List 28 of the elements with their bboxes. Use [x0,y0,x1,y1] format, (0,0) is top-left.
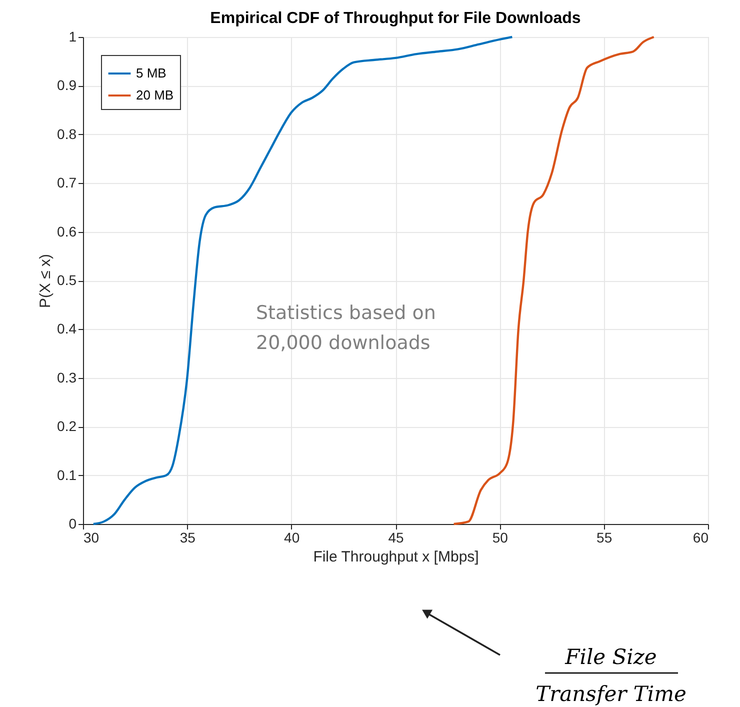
x-tick-label: 60 [692,530,709,546]
y-tick-label: 0.7 [57,174,77,191]
x-tick-label: 40 [284,530,300,546]
y-tick-label: 0 [68,516,77,532]
y-tick-label: 0.6 [57,223,77,240]
x-tick-label: 55 [596,530,612,546]
x-axis-title: File Throughput x [Mbps] [313,548,479,566]
y-tick-label: 0.5 [57,272,77,288]
y-tick-label: 0.3 [57,369,77,386]
x-tick-label: 30 [84,530,100,546]
y-tick-label: 1 [68,28,77,44]
legend-label: 5 MB [136,66,166,80]
y-tick-label: 0.4 [57,320,77,337]
y-tick-label: 0.8 [57,126,77,142]
text: File Size [564,645,657,669]
x-tick-label: 35 [180,530,196,546]
annotation: Statistics based on 20,000 downloads [256,302,436,354]
y-axis-title: P(X ≤ x) [37,254,54,308]
y-tick-label: 0.9 [57,77,77,94]
line-series [92,36,514,526]
y-tick-label: 0.1 [57,466,77,483]
y-tick-label: 0.2 [57,418,77,434]
x-tick-label: 50 [492,530,508,546]
line-series [452,36,655,526]
x-tick-label: 45 [388,530,404,546]
chart-title: Empirical CDF of Throughput for File Downloads [210,10,581,27]
text: Transfer Time [536,682,686,706]
legend-label: 20 MB [136,88,174,102]
